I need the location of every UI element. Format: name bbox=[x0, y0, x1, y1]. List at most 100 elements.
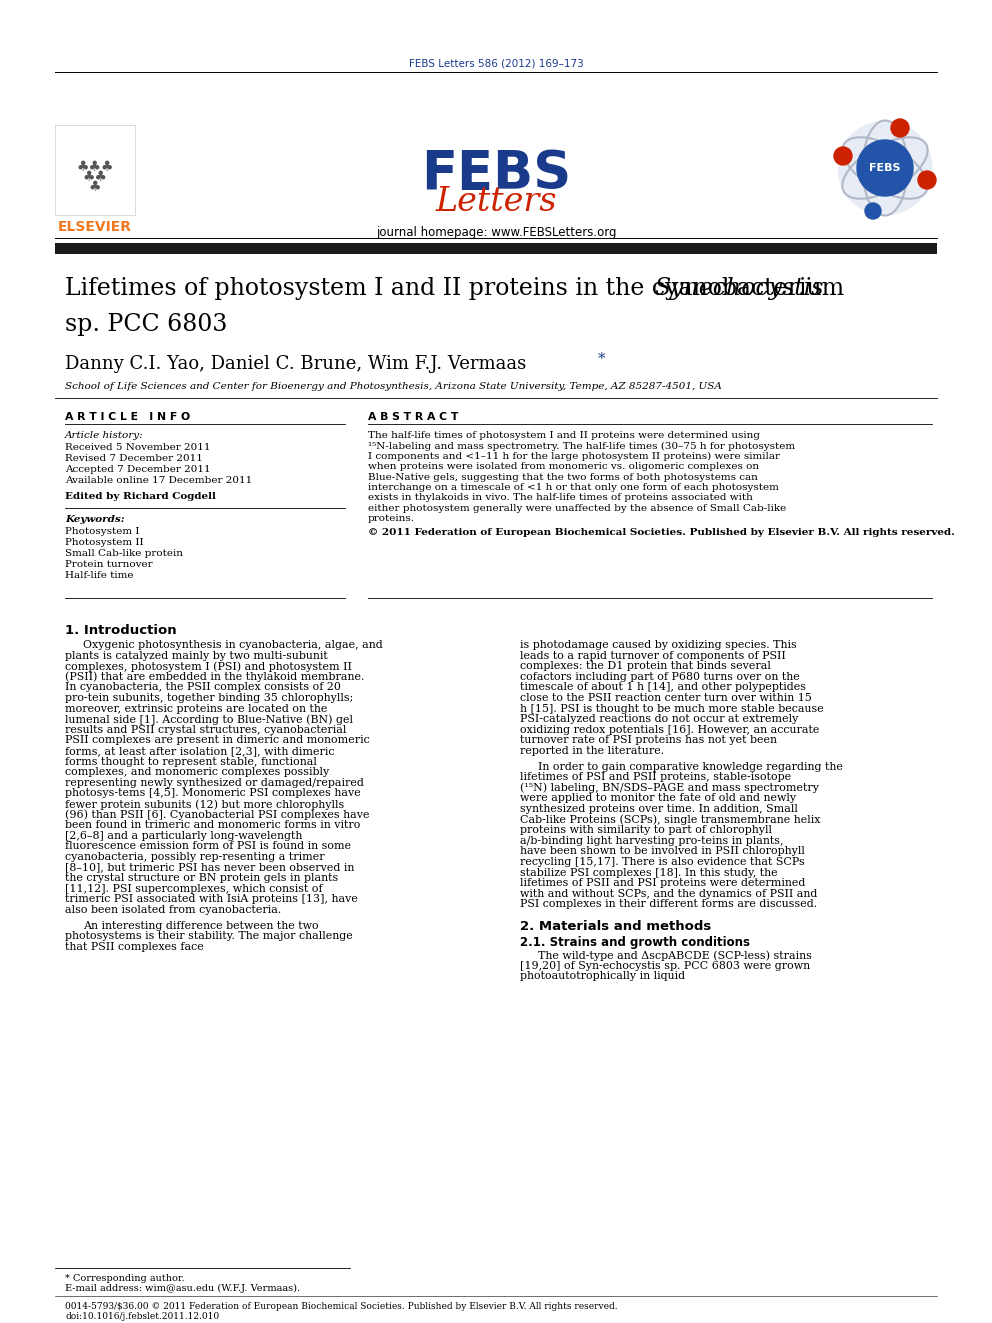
Text: is photodamage caused by oxidizing species. This: is photodamage caused by oxidizing speci… bbox=[520, 640, 797, 650]
Text: E-mail address: wim@asu.edu (W.F.J. Vermaas).: E-mail address: wim@asu.edu (W.F.J. Verm… bbox=[65, 1285, 301, 1293]
Text: [2,6–8] and a particularly long-wavelength: [2,6–8] and a particularly long-waveleng… bbox=[65, 831, 303, 841]
Text: 2.1. Strains and growth conditions: 2.1. Strains and growth conditions bbox=[520, 935, 750, 949]
Text: © 2011 Federation of European Biochemical Societies. Published by Elsevier B.V. : © 2011 Federation of European Biochemica… bbox=[368, 528, 955, 537]
Text: timescale of about 1 h [14], and other polypeptides: timescale of about 1 h [14], and other p… bbox=[520, 683, 806, 692]
Text: * Corresponding author.: * Corresponding author. bbox=[65, 1274, 185, 1283]
Text: lumenal side [1]. According to Blue-Native (BN) gel: lumenal side [1]. According to Blue-Nati… bbox=[65, 714, 353, 725]
Text: An interesting difference between the two: An interesting difference between the tw… bbox=[83, 921, 318, 930]
Text: (PSII) that are embedded in the thylakoid membrane.: (PSII) that are embedded in the thylakoi… bbox=[65, 672, 364, 683]
Text: h [15]. PSI is thought to be much more stable because: h [15]. PSI is thought to be much more s… bbox=[520, 704, 823, 713]
Circle shape bbox=[918, 171, 936, 189]
Text: proteins with similarity to part of chlorophyll: proteins with similarity to part of chlo… bbox=[520, 826, 772, 835]
Text: Photosystem II: Photosystem II bbox=[65, 538, 144, 546]
Text: oxidizing redox potentials [16]. However, an accurate: oxidizing redox potentials [16]. However… bbox=[520, 725, 819, 734]
Text: FEBS Letters 586 (2012) 169–173: FEBS Letters 586 (2012) 169–173 bbox=[409, 58, 583, 67]
Text: Small Cab-like protein: Small Cab-like protein bbox=[65, 549, 183, 558]
Text: doi:10.1016/j.febslet.2011.12.010: doi:10.1016/j.febslet.2011.12.010 bbox=[65, 1312, 219, 1320]
Text: photosystems is their stability. The major challenge: photosystems is their stability. The maj… bbox=[65, 931, 353, 941]
Text: Half-life time: Half-life time bbox=[65, 572, 134, 579]
Text: Danny C.I. Yao, Daniel C. Brune, Wim F.J. Vermaas: Danny C.I. Yao, Daniel C. Brune, Wim F.J… bbox=[65, 355, 532, 373]
Bar bbox=[55, 243, 937, 254]
Text: FEBS: FEBS bbox=[869, 163, 901, 173]
Text: A R T I C L E   I N F O: A R T I C L E I N F O bbox=[65, 411, 190, 422]
Text: either photosystem generally were unaffected by the absence of Small Cab-like: either photosystem generally were unaffe… bbox=[368, 504, 787, 513]
Text: exists in thylakoids in vivo. The half-life times of proteins associated with: exists in thylakoids in vivo. The half-l… bbox=[368, 493, 753, 503]
Text: In order to gain comparative knowledge regarding the: In order to gain comparative knowledge r… bbox=[538, 762, 843, 771]
Ellipse shape bbox=[837, 120, 932, 216]
Text: Blue-Native gels, suggesting that the two forms of both photosystems can: Blue-Native gels, suggesting that the tw… bbox=[368, 472, 758, 482]
Text: Available online 17 December 2011: Available online 17 December 2011 bbox=[65, 476, 252, 486]
Text: synthesized proteins over time. In addition, Small: synthesized proteins over time. In addit… bbox=[520, 804, 798, 814]
Text: I components and <1–11 h for the large photosystem II proteins) were similar: I components and <1–11 h for the large p… bbox=[368, 451, 780, 460]
Circle shape bbox=[891, 119, 909, 138]
Text: ♣♣♣: ♣♣♣ bbox=[76, 160, 114, 175]
Text: turnover rate of PSI proteins has not yet been: turnover rate of PSI proteins has not ye… bbox=[520, 736, 777, 745]
Text: FEBS: FEBS bbox=[421, 148, 571, 200]
Text: forms thought to represent stable, functional: forms thought to represent stable, funct… bbox=[65, 757, 316, 766]
Text: also been isolated from cyanobacteria.: also been isolated from cyanobacteria. bbox=[65, 905, 282, 916]
Text: interchange on a timescale of <1 h or that only one form of each photosystem: interchange on a timescale of <1 h or th… bbox=[368, 483, 779, 492]
Circle shape bbox=[834, 147, 852, 165]
Text: [8–10], but trimeric PSI has never been observed in: [8–10], but trimeric PSI has never been … bbox=[65, 863, 354, 873]
Text: A B S T R A C T: A B S T R A C T bbox=[368, 411, 458, 422]
Text: ♣♣: ♣♣ bbox=[82, 169, 107, 184]
Text: (96) than PSII [6]. Cyanobacterial PSI complexes have: (96) than PSII [6]. Cyanobacterial PSI c… bbox=[65, 810, 369, 820]
Text: ELSEVIER: ELSEVIER bbox=[58, 220, 132, 234]
Text: that PSII complexes face: that PSII complexes face bbox=[65, 942, 203, 951]
Text: [11,12]. PSI supercomplexes, which consist of: [11,12]. PSI supercomplexes, which consi… bbox=[65, 884, 322, 894]
Text: have been shown to be involved in PSII chlorophyll: have been shown to be involved in PSII c… bbox=[520, 847, 805, 856]
Text: journal homepage: www.FEBSLetters.org: journal homepage: www.FEBSLetters.org bbox=[376, 226, 616, 239]
Text: Edited by Richard Cogdell: Edited by Richard Cogdell bbox=[65, 492, 216, 501]
Text: photoautotrophically in liquid: photoautotrophically in liquid bbox=[520, 971, 685, 982]
Text: In cyanobacteria, the PSII complex consists of 20: In cyanobacteria, the PSII complex consi… bbox=[65, 683, 341, 692]
Text: 0014-5793/$36.00 © 2011 Federation of European Biochemical Societies. Published : 0014-5793/$36.00 © 2011 Federation of Eu… bbox=[65, 1302, 618, 1311]
Circle shape bbox=[865, 202, 881, 220]
Text: complexes, photosystem I (PSI) and photosystem II: complexes, photosystem I (PSI) and photo… bbox=[65, 662, 352, 672]
Text: with and without SCPs, and the dynamics of PSII and: with and without SCPs, and the dynamics … bbox=[520, 889, 817, 898]
Text: Photosystem I: Photosystem I bbox=[65, 527, 140, 536]
Text: cofactors including part of P680 turns over on the: cofactors including part of P680 turns o… bbox=[520, 672, 800, 681]
Text: fewer protein subunits (12) but more chlorophylls: fewer protein subunits (12) but more chl… bbox=[65, 799, 344, 810]
Text: Article history:: Article history: bbox=[65, 431, 144, 441]
Text: trimeric PSI associated with IsiA proteins [13], have: trimeric PSI associated with IsiA protei… bbox=[65, 894, 358, 905]
Text: lifetimes of PSII and PSI proteins were determined: lifetimes of PSII and PSI proteins were … bbox=[520, 878, 806, 888]
Text: forms, at least after isolation [2,3], with dimeric: forms, at least after isolation [2,3], w… bbox=[65, 746, 334, 755]
Text: been found in trimeric and monomeric forms in vitro: been found in trimeric and monomeric for… bbox=[65, 820, 360, 831]
Text: PSI complexes in their different forms are discussed.: PSI complexes in their different forms a… bbox=[520, 900, 817, 909]
Text: PSI-catalyzed reactions do not occur at extremely: PSI-catalyzed reactions do not occur at … bbox=[520, 714, 799, 724]
Text: Oxygenic photosynthesis in cyanobacteria, algae, and: Oxygenic photosynthesis in cyanobacteria… bbox=[83, 640, 383, 650]
Text: Revised 7 December 2011: Revised 7 December 2011 bbox=[65, 454, 203, 463]
Text: ♣: ♣ bbox=[88, 180, 101, 194]
Text: pro-tein subunits, together binding 35 chlorophylls;: pro-tein subunits, together binding 35 c… bbox=[65, 693, 353, 703]
Text: ¹⁵N-labeling and mass spectrometry. The half-life times (30–75 h for photosystem: ¹⁵N-labeling and mass spectrometry. The … bbox=[368, 442, 796, 451]
Text: lifetimes of PSI and PSII proteins, stable-isotope: lifetimes of PSI and PSII proteins, stab… bbox=[520, 773, 792, 782]
Text: Received 5 November 2011: Received 5 November 2011 bbox=[65, 443, 210, 452]
Text: Keywords:: Keywords: bbox=[65, 515, 125, 524]
Text: Lifetimes of photosystem I and II proteins in the cyanobacterium: Lifetimes of photosystem I and II protei… bbox=[65, 277, 851, 300]
Text: complexes: the D1 protein that binds several: complexes: the D1 protein that binds sev… bbox=[520, 662, 771, 671]
Text: Letters: Letters bbox=[435, 187, 557, 218]
Text: a/b-binding light harvesting pro-teins in plants,: a/b-binding light harvesting pro-teins i… bbox=[520, 836, 784, 845]
Text: (¹⁵N) labeling, BN/SDS–PAGE and mass spectrometry: (¹⁵N) labeling, BN/SDS–PAGE and mass spe… bbox=[520, 783, 819, 794]
Text: Protein turnover: Protein turnover bbox=[65, 560, 153, 569]
Text: Accepted 7 December 2011: Accepted 7 December 2011 bbox=[65, 464, 210, 474]
Text: the crystal structure or BN protein gels in plants: the crystal structure or BN protein gels… bbox=[65, 873, 338, 884]
Text: fluorescence emission form of PSI is found in some: fluorescence emission form of PSI is fou… bbox=[65, 841, 351, 852]
Text: sp. PCC 6803: sp. PCC 6803 bbox=[65, 314, 227, 336]
Text: leads to a rapid turnover of components of PSII: leads to a rapid turnover of components … bbox=[520, 651, 786, 660]
Text: reported in the literature.: reported in the literature. bbox=[520, 746, 664, 755]
Text: recycling [15,17]. There is also evidence that SCPs: recycling [15,17]. There is also evidenc… bbox=[520, 857, 805, 867]
Text: results and PSII crystal structures, cyanobacterial: results and PSII crystal structures, cya… bbox=[65, 725, 346, 734]
Text: when proteins were isolated from monomeric vs. oligomeric complexes on: when proteins were isolated from monomer… bbox=[368, 462, 759, 471]
Text: The wild-type and ΔscpABCDE (SCP-less) strains: The wild-type and ΔscpABCDE (SCP-less) s… bbox=[538, 950, 811, 960]
Text: School of Life Sciences and Center for Bioenergy and Photosynthesis, Arizona Sta: School of Life Sciences and Center for B… bbox=[65, 382, 722, 392]
Text: stabilize PSI complexes [18]. In this study, the: stabilize PSI complexes [18]. In this st… bbox=[520, 868, 778, 877]
Text: PSII complexes are present in dimeric and monomeric: PSII complexes are present in dimeric an… bbox=[65, 736, 370, 745]
Text: photosys-tems [4,5]. Monomeric PSI complexes have: photosys-tems [4,5]. Monomeric PSI compl… bbox=[65, 789, 361, 798]
Text: Synechocystis: Synechocystis bbox=[654, 277, 823, 300]
Text: 2. Materials and methods: 2. Materials and methods bbox=[520, 919, 711, 933]
Text: moreover, extrinsic proteins are located on the: moreover, extrinsic proteins are located… bbox=[65, 704, 327, 713]
Text: Cab-like Proteins (SCPs), single transmembrane helix: Cab-like Proteins (SCPs), single transme… bbox=[520, 815, 820, 826]
Text: close to the PSII reaction center turn over within 15: close to the PSII reaction center turn o… bbox=[520, 693, 811, 703]
Text: proteins.: proteins. bbox=[368, 515, 415, 523]
